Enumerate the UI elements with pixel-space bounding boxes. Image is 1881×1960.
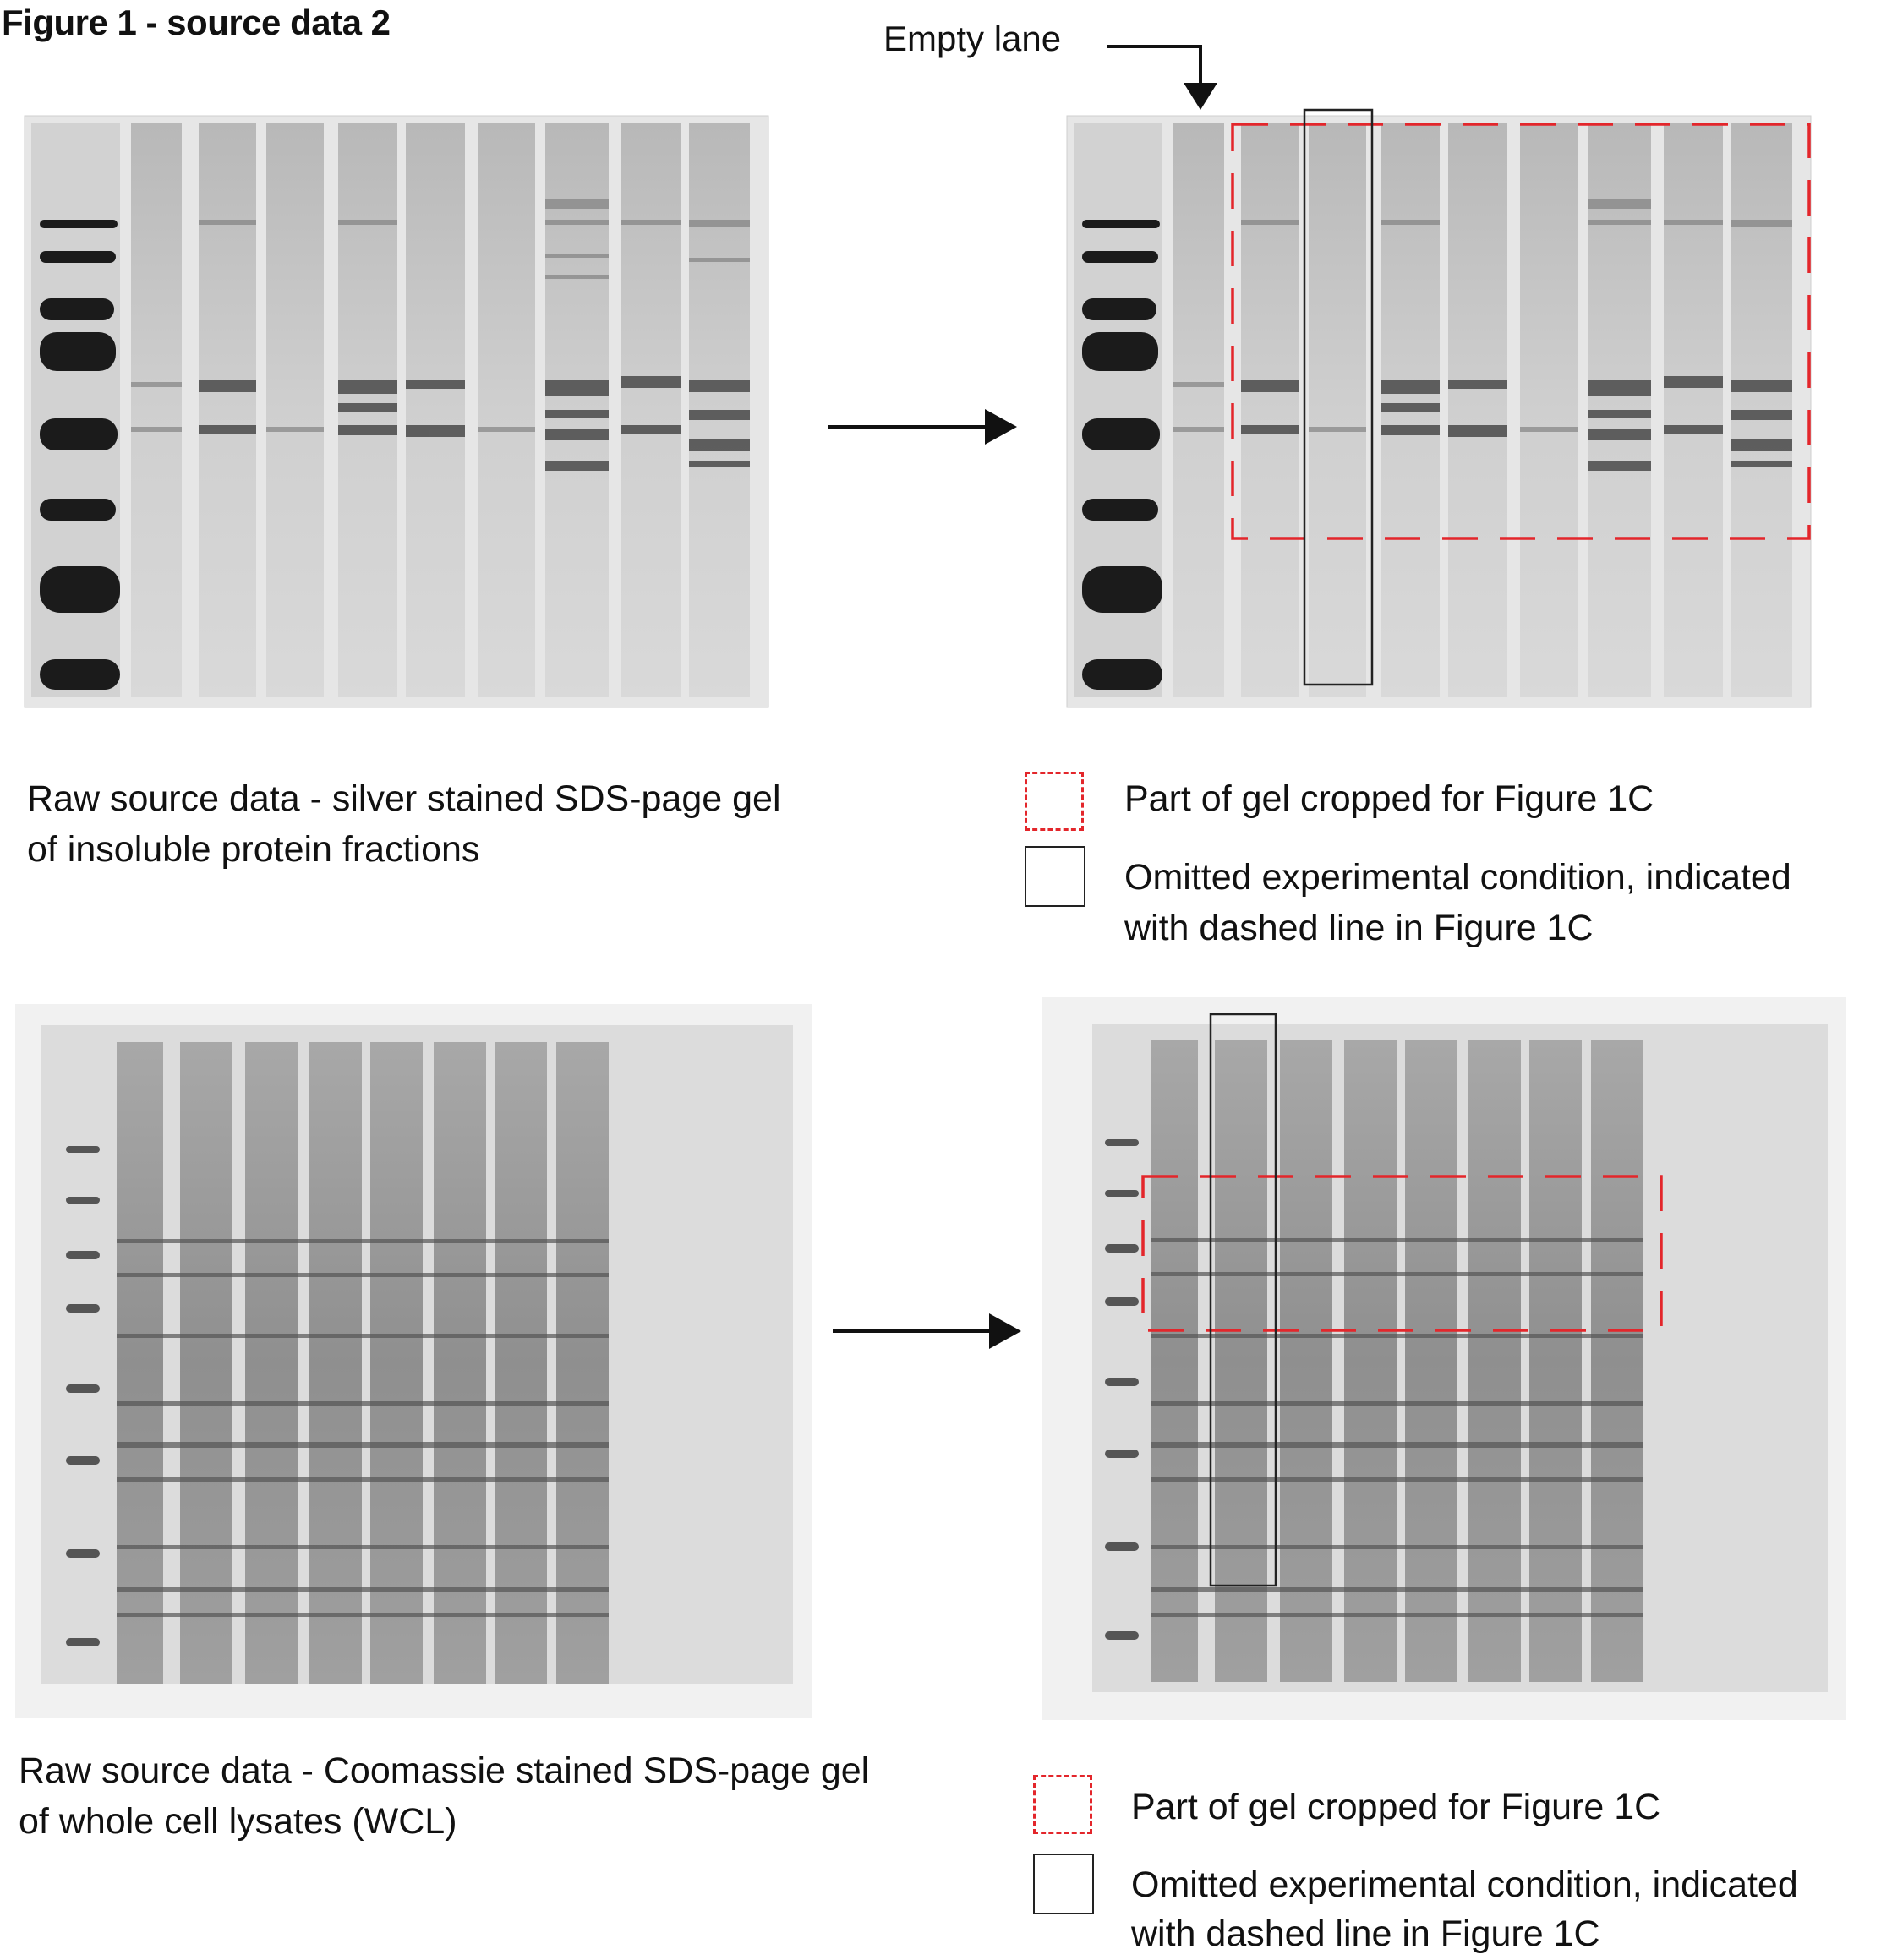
silver-gel-raw (24, 115, 769, 708)
arrow-top-head (985, 409, 1017, 445)
crop-box-bottom (1141, 1175, 1663, 1332)
omit-box-bottom (1209, 1013, 1277, 1587)
empty-lane-arrow (1107, 45, 1217, 110)
arrow-top-line (828, 425, 993, 429)
omit-box-top (1303, 108, 1374, 686)
legend-omit-swatch-top (1025, 846, 1085, 907)
legend-crop-swatch-bottom (1033, 1775, 1092, 1834)
crop-box-top (1231, 123, 1811, 540)
coomassie-gel-annotated (1042, 997, 1846, 1720)
bottom-caption-line2: of whole cell lysates (WCL) (19, 1801, 457, 1842)
legend-omit-swatch-bottom (1033, 1854, 1094, 1914)
silver-gel-annotated (1066, 108, 1812, 708)
coomassie-gel-raw (15, 1004, 812, 1718)
arrow-bottom-line (833, 1329, 998, 1333)
legend-crop-swatch-top (1025, 772, 1084, 831)
legend-omit-label-bottom-1: Omitted experimental condition, indicate… (1131, 1864, 1798, 1905)
bottom-caption-line1: Raw source data - Coomassie stained SDS-… (19, 1750, 870, 1791)
arrow-bottom-head (989, 1313, 1021, 1349)
legend-omit-label-bottom-2: with dashed line in Figure 1C (1131, 1914, 1600, 1954)
empty-lane-label: Empty lane (883, 19, 1062, 58)
legend-crop-label-bottom: Part of gel cropped for Figure 1C (1131, 1787, 1661, 1827)
top-caption-line1: Raw source data - silver stained SDS-pag… (27, 778, 781, 819)
legend-crop-label-top: Part of gel cropped for Figure 1C (1124, 778, 1654, 819)
top-caption-line2: of insoluble protein fractions (27, 829, 480, 870)
legend-omit-label-top-1: Omitted experimental condition, indicate… (1124, 857, 1791, 898)
legend-omit-label-top-2: with dashed line in Figure 1C (1124, 908, 1594, 948)
figure-title: Figure 1 - source data 2 (2, 3, 391, 42)
